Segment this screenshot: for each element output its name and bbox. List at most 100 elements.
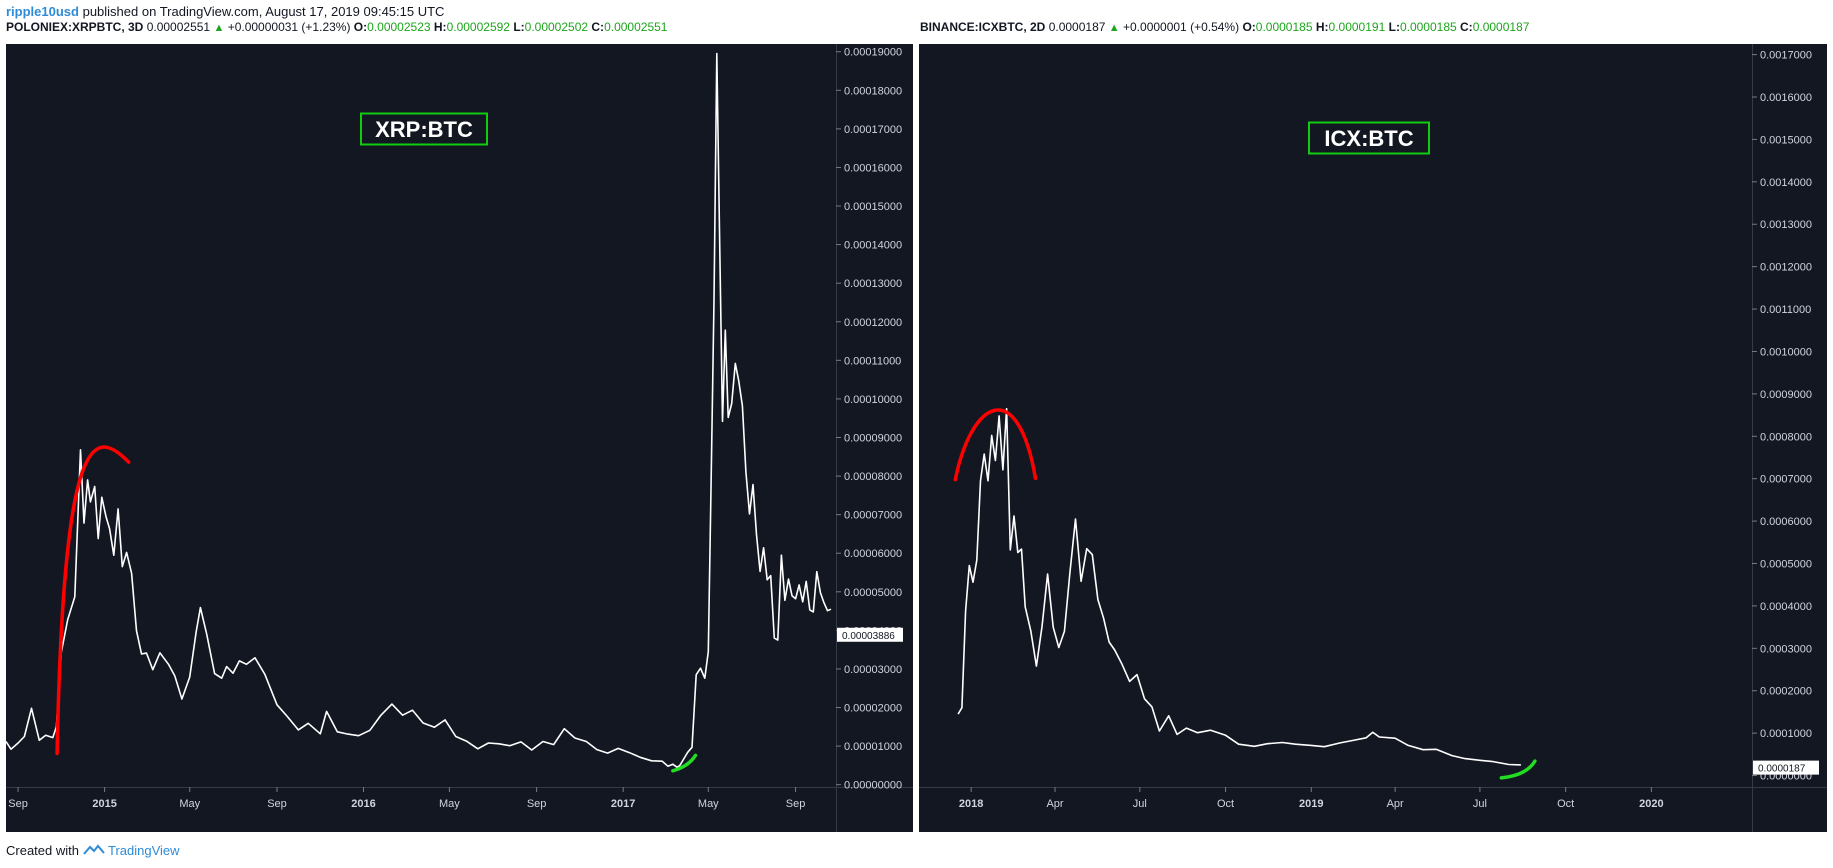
xrp-btc-chart[interactable]: 0.00000000 0.00001000 0.00002000 0.00003000…: [6, 44, 913, 832]
icx-y-tick-label: 0.0017000: [1760, 50, 1812, 62]
xrp-y-tick-label: 0.00005000: [844, 587, 902, 599]
icx-y-tick-label: 0.0013000: [1760, 219, 1812, 231]
xrp-y-tick-label: 0.00010000: [844, 394, 902, 406]
footer: Created with TradingView: [6, 843, 180, 858]
xrp-x-tick-label: May: [179, 798, 200, 810]
icx-chart-background: [919, 44, 1827, 832]
icx-close: 0.0000187: [1472, 20, 1530, 34]
tradingview-link[interactable]: TradingView: [108, 843, 180, 858]
publish-line: ripple10usd published on TradingView.com…: [6, 4, 444, 19]
icx-label-box: [1308, 121, 1430, 155]
xrp-low: 0.00002502: [524, 20, 589, 34]
xrp-y-tick-label: 0.00013000: [844, 278, 902, 290]
icx-y-tick-label: 0.0003000: [1760, 643, 1812, 655]
icx-pair-label: ICX:BTC: [1324, 126, 1413, 151]
xrp-header: POLONIEX:XRPBTC, 3D 0.00002551 ▲ +0.0000…: [6, 20, 667, 34]
xrp-red-arc-annotation: [55, 445, 131, 756]
icx-close-label: C:: [1460, 20, 1473, 34]
xrp-y-tick-label: 0.00006000: [844, 548, 902, 560]
xrp-y-tick-label: 0.00000000: [844, 780, 902, 792]
icx-symbol[interactable]: BINANCE:ICXBTC, 2D: [920, 20, 1046, 34]
xrp-low-label: L:: [513, 20, 525, 34]
xrp-price-line: [6, 52, 832, 769]
icx-x-tick-label: 2018: [959, 798, 983, 810]
xrp-green-arc-annotation: [671, 753, 698, 773]
icx-low-label: L:: [1388, 20, 1400, 34]
xrp-y-tick-label: 0.00003000: [844, 664, 902, 676]
tradingview-logo-icon: [82, 843, 108, 858]
icx-red-arc-annotation: [953, 408, 1038, 482]
icx-y-tick-label: 0.0004000: [1760, 601, 1812, 613]
publisher-username[interactable]: ripple10usd: [6, 4, 79, 19]
xrp-open-label: O:: [353, 20, 368, 34]
xrp-high: 0.00002592: [446, 20, 510, 34]
xrp-label-box: [360, 112, 488, 146]
icx-y-tick-label: 0.0012000: [1760, 262, 1812, 274]
xrp-x-tick-label: 2015: [92, 798, 116, 810]
xrp-pair-label: XRP:BTC: [375, 117, 473, 142]
icx-y-tick-label: 0.0007000: [1760, 474, 1812, 486]
icx-y-tick-label: 0.0016000: [1760, 92, 1812, 104]
icx-y-tick-label: 0.0011000: [1760, 304, 1811, 316]
icx-y-tick-label: 0.0010000: [1760, 346, 1812, 358]
icx-high-label: H:: [1315, 20, 1329, 34]
xrp-price-tag-label: 0.00003886: [842, 631, 895, 642]
xrp-x-tick-label: Sep: [267, 798, 287, 810]
xrp-y-tick-label: 0.00012000: [844, 317, 902, 329]
xrp-y-tick-label: 0.00002000: [844, 703, 902, 715]
xrp-open: 0.00002523: [367, 20, 431, 34]
icx-x-tick-label: Apr: [1046, 798, 1063, 810]
xrp-y-tick-label: 0.00009000: [844, 432, 902, 444]
icx-open: 0.0000185: [1255, 20, 1313, 34]
xrp-y-tick-label: 0.00011000: [844, 355, 901, 367]
xrp-high-label: H:: [433, 20, 447, 34]
xrp-y-tick-label: 0.00001000: [844, 741, 902, 753]
icx-y-tick-label: 0.0005000: [1760, 559, 1812, 571]
xrp-x-tick-label: 2016: [351, 798, 375, 810]
xrp-y-tick-label: 0.00007000: [844, 510, 902, 522]
xrp-x-tick-label: May: [698, 798, 719, 810]
icx-high: 0.0000191: [1328, 20, 1386, 34]
icx-change: +0.0000001 (+0.54%): [1123, 20, 1240, 34]
icx-open-label: O:: [1242, 20, 1256, 34]
icx-btc-chart[interactable]: 0.00000000.00010000.00020000.00030000.00…: [919, 44, 1827, 832]
icx-price-line: [957, 407, 1521, 766]
up-triangle-icon: ▲: [1108, 22, 1120, 34]
xrp-close: 0.00002551: [604, 20, 668, 34]
icx-y-tick-label: 0.0014000: [1760, 177, 1812, 189]
icx-x-tick-label: Oct: [1557, 798, 1574, 810]
icx-green-arc-annotation: [1499, 759, 1537, 780]
icx-y-tick-label: 0.0002000: [1760, 686, 1812, 698]
icx-low: 0.0000185: [1399, 20, 1457, 34]
icx-x-tick-label: 2020: [1639, 798, 1663, 810]
xrp-chart-background: [6, 44, 913, 832]
icx-last: 0.0000187: [1048, 20, 1106, 34]
up-triangle-icon: ▲: [213, 22, 225, 34]
xrp-change: +0.00000031 (+1.23%): [227, 20, 351, 34]
icx-y-tick-label: 0.0001000: [1760, 728, 1812, 740]
xrp-last: 0.00002551: [146, 20, 211, 34]
icx-x-tick-label: Oct: [1217, 798, 1234, 810]
xrp-x-tick-label: Sep: [786, 798, 806, 810]
xrp-price-tag: [837, 627, 903, 642]
icx-x-tick-label: Apr: [1387, 798, 1404, 810]
xrp-y-tick-label: 0.00014000: [844, 240, 902, 252]
xrp-y-tick-label: 0.00016000: [844, 162, 902, 174]
xrp-x-tick-label: May: [439, 798, 460, 810]
xrp-y-tick-label: 0.00019000: [844, 47, 902, 59]
xrp-close-label: C:: [591, 20, 605, 34]
xrp-y-tick-label: 0.00017000: [844, 124, 902, 136]
xrp-x-tick-label: 2017: [611, 798, 635, 810]
icx-price-tag: [1753, 760, 1819, 775]
xrp-y-tick-label: 0.00008000: [844, 471, 902, 483]
icx-price-tag-label: 0.0000187: [1758, 764, 1806, 775]
created-with-text: Created with: [6, 843, 79, 858]
xrp-y-tick-label: 0.00015000: [844, 201, 902, 213]
xrp-y-tick-label: 0.00018000: [844, 85, 902, 97]
icx-header: BINANCE:ICXBTC, 2D 0.0000187 ▲ +0.000000…: [920, 20, 1529, 34]
xrp-symbol[interactable]: POLONIEX:XRPBTC, 3D: [6, 20, 144, 34]
icx-x-tick-label: Jul: [1133, 798, 1147, 810]
xrp-x-tick-label: Sep: [527, 798, 547, 810]
xrp-x-tick-label: Sep: [8, 798, 28, 810]
icx-x-tick-label: Jul: [1473, 798, 1487, 810]
